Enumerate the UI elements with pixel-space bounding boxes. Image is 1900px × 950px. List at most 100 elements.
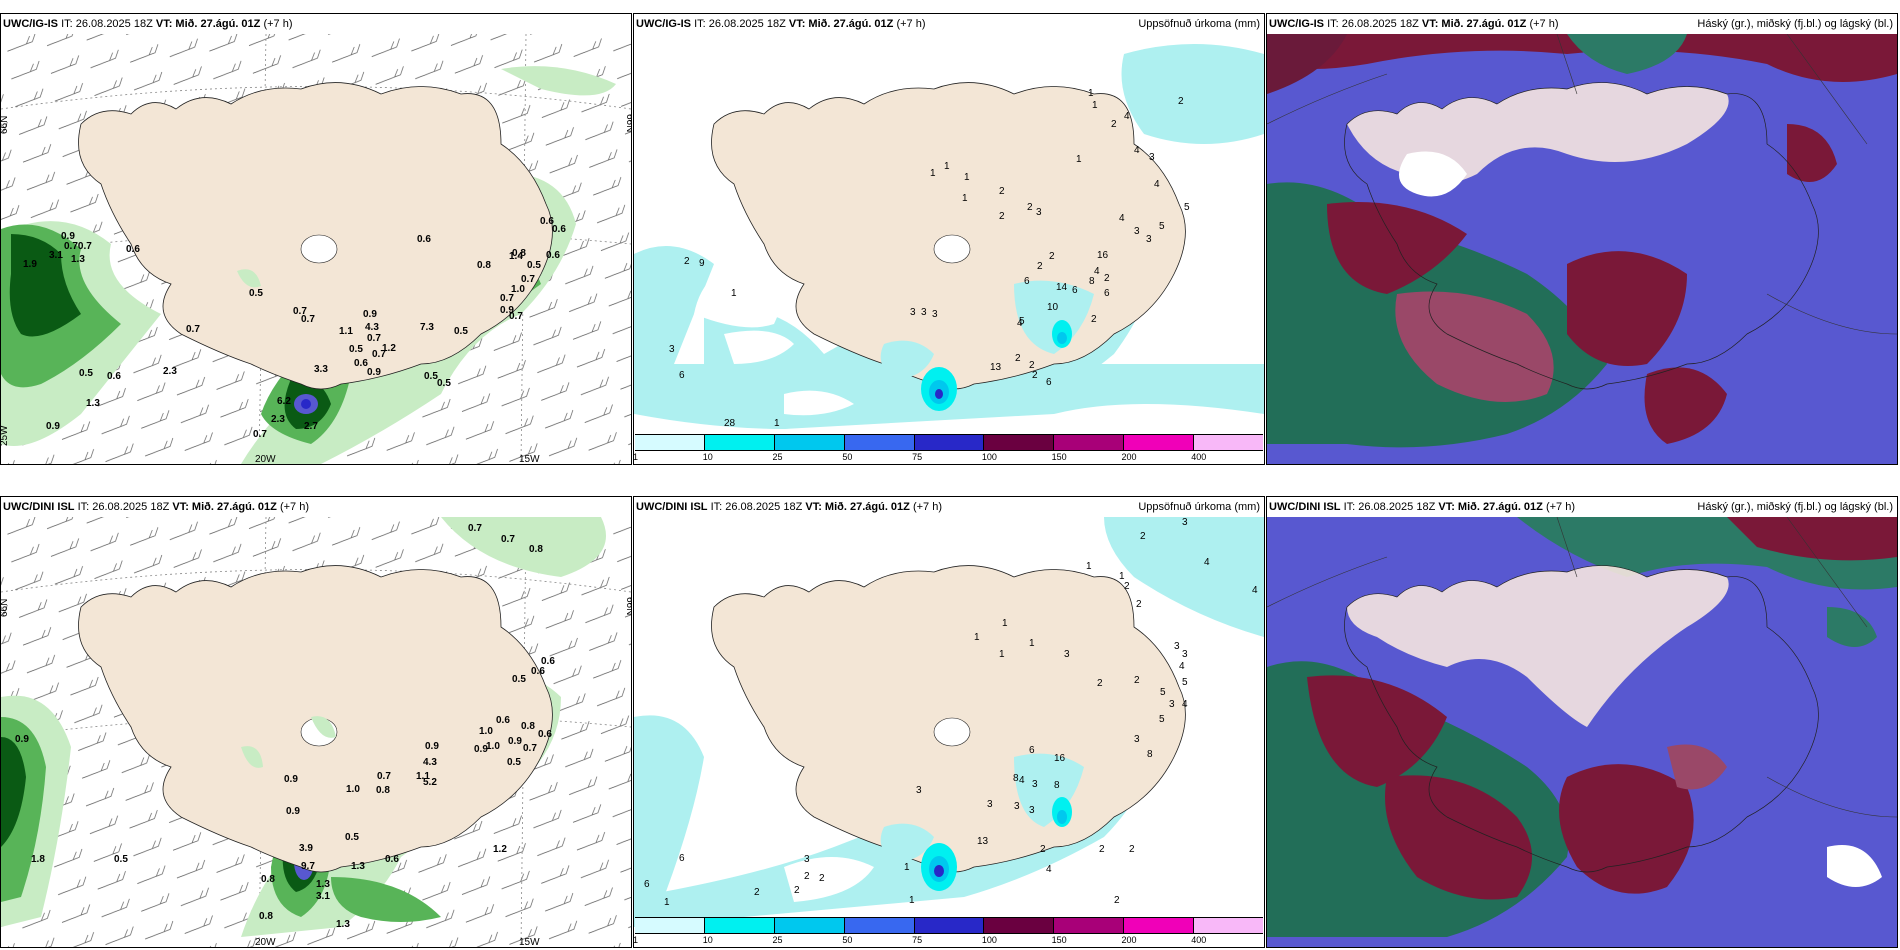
colorbar-tick-label: 50 — [842, 452, 853, 462]
colorbar-swatch — [635, 918, 704, 933]
value-label: 1 — [731, 288, 737, 299]
forecast-offset: (+7 h) — [263, 18, 293, 30]
panel-header: UWC/IG-IS IT: 26.08.2025 18Z VT: Mið. 27… — [634, 14, 1264, 34]
panel-header: UWC/DINI ISL IT: 26.08.2025 18Z VT: Mið.… — [634, 497, 1264, 517]
value-label: 0.6 — [385, 854, 399, 865]
panel-header: UWC/DINI ISL IT: 26.08.2025 18Z VT: Mið.… — [1, 497, 631, 517]
colorbar-swatch — [1053, 918, 1124, 933]
colorbar-tick-label: 1 — [633, 935, 639, 945]
value-label: 5 — [1159, 221, 1165, 232]
value-label: 2 — [1029, 360, 1035, 371]
colorbar-swatch — [1193, 435, 1264, 450]
value-label: 0.5 — [454, 326, 468, 337]
value-label: 9.7 — [301, 861, 315, 872]
value-label: 2 — [804, 871, 810, 882]
value-label: 3 — [1182, 649, 1188, 660]
value-label: 6 — [679, 370, 685, 381]
value-label: 3.9 — [299, 843, 313, 854]
value-label: 0.8 — [261, 874, 275, 885]
value-label: 1 — [1076, 154, 1082, 165]
value-label: 5 — [1019, 316, 1025, 327]
colorbar-ticks: 1 10 25 50 75 100 150 200 400 — [633, 935, 1263, 947]
valid-time: VT: Mið. 27.ágú. 01Z — [172, 501, 277, 513]
map-accum-precip: 3 4 4 1 1 2 2 1 1 1 2 3 3 3 4 5 5 2 2 1 … — [634, 517, 1264, 927]
value-label: 3 — [1169, 699, 1175, 710]
panel-title: Uppsöfnuð úrkoma (mm) — [1138, 501, 1260, 513]
value-label: 1.2 — [382, 343, 396, 354]
value-label: 0.7 — [523, 743, 537, 754]
value-label: 6 — [644, 879, 650, 890]
value-label: 4 — [1252, 585, 1258, 596]
value-label: 0.7 — [468, 523, 482, 534]
value-label: 1 — [664, 897, 670, 908]
value-label: 2.3 — [163, 366, 177, 377]
panel-title: Háský (gr.), miðský (fj.bl.) og lágský (… — [1697, 18, 1893, 30]
panel-header: UWC/IG-IS IT: 26.08.2025 18Z VT: Mið. 27… — [1267, 14, 1897, 34]
colorbar-tick-label: 25 — [772, 935, 783, 945]
value-label: 0.7 — [377, 771, 391, 782]
value-label: 2 — [754, 887, 760, 898]
value-label: 1 — [909, 895, 915, 906]
value-label: 0.5 — [512, 674, 526, 685]
colorbar-tick-label: 150 — [1051, 452, 1067, 462]
colorbar-tick-label: 50 — [842, 935, 853, 945]
value-label: 0.6 — [496, 715, 510, 726]
init-time: IT: 26.08.2025 18Z — [61, 18, 153, 30]
value-label: 1.9 — [23, 259, 37, 270]
panel-title: Uppsöfnuð úrkoma (mm) — [1138, 18, 1260, 30]
value-label: 1.3 — [86, 398, 100, 409]
value-label: 6 — [679, 853, 685, 864]
axis-labels: 66N 66N 20W 15W — [1, 597, 631, 947]
colorbar-tick-label: 75 — [912, 452, 923, 462]
forecast-offset: (+7 h) — [279, 501, 309, 513]
init-time: IT: 26.08.2025 18Z — [1327, 18, 1419, 30]
value-label: 0.6 — [354, 358, 368, 369]
value-label: 0.6 — [538, 729, 552, 740]
value-label: 1.3 — [351, 861, 365, 872]
value-label: 1.8 — [31, 854, 45, 865]
value-label: 6 — [1072, 285, 1078, 296]
value-label: 3 — [1149, 152, 1155, 163]
value-label: 6 — [1024, 276, 1030, 287]
value-label: 3 — [1174, 641, 1180, 652]
colorbar-tick-label: 400 — [1191, 452, 1207, 462]
value-label: 10 — [1047, 302, 1059, 313]
colorbar-tick-label: 25 — [772, 452, 783, 462]
colorbar-tick-label: 100 — [981, 452, 997, 462]
value-label: 0.5 — [527, 260, 541, 271]
value-label: 0.5 — [79, 368, 93, 379]
value-label: 5.2 — [423, 777, 437, 788]
colorbar-swatch — [1123, 918, 1194, 933]
value-label: 2 — [1027, 202, 1033, 213]
map-accum-precip: 1 1 1 1 1 2 2 1 2 1 2 2 3 2 4 3 4 5 3 4 … — [634, 34, 1264, 444]
value-label: 3.1 — [49, 250, 63, 261]
value-label: 0.8 — [512, 248, 526, 259]
colorbar-swatch — [913, 918, 984, 933]
value-label: 3 — [1146, 234, 1152, 245]
value-label: 7.3 — [420, 322, 434, 333]
lat-label: 66N — [624, 114, 631, 132]
value-label: 1.4 — [509, 251, 523, 262]
value-label: 3 — [1134, 734, 1140, 745]
value-label: 3 — [910, 307, 916, 318]
value-label: 4 — [1017, 318, 1023, 329]
value-label: 0.7 — [367, 333, 381, 344]
value-label: 4 — [1124, 111, 1130, 122]
value-label: 4 — [1119, 213, 1125, 224]
colorbar-swatches — [635, 434, 1264, 451]
lon-label: 20W — [255, 937, 276, 947]
value-label: 3 — [1134, 226, 1140, 237]
value-label: 4 — [1134, 145, 1140, 156]
valid-time: VT: Mið. 27.ágú. 01Z — [788, 18, 894, 30]
map-precip-wind: 0.7 0.7 0.8 0.6 0.5 0.6 0.9 0.9 1.0 0.8 … — [1, 517, 631, 947]
value-label: 1 — [774, 418, 780, 429]
value-label: 5 — [1160, 687, 1166, 698]
value-label: 4 — [1154, 179, 1160, 190]
value-label: 0.6 — [126, 244, 140, 255]
value-label: 13 — [990, 362, 1002, 373]
value-label: 3 — [916, 785, 922, 796]
map-clouds — [1267, 517, 1897, 947]
precip-value-labels: 0.7 0.7 0.8 0.6 0.5 0.6 0.9 0.9 1.0 0.8 … — [15, 523, 555, 930]
panel-header: UWC/IG-IS IT: 26.08.2025 18Z VT: Mið. 27… — [1, 14, 631, 34]
colorbar-swatch — [983, 435, 1054, 450]
